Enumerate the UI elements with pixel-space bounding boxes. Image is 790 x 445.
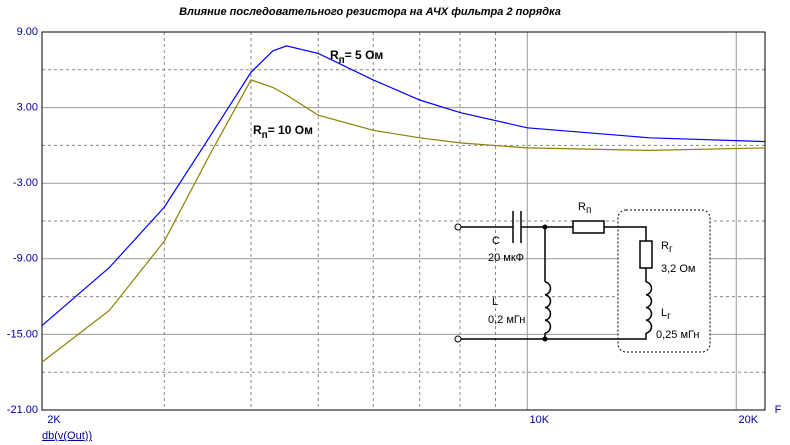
series-line <box>41 79 766 363</box>
circuit-label: 20 мкФ <box>488 252 524 264</box>
inductor <box>645 281 653 334</box>
annotation-text: = 5 Ом <box>345 48 384 62</box>
label-main: R <box>661 240 669 252</box>
x-tick-label: 20K <box>738 414 758 426</box>
y-axis-label: db(v(Out)) <box>42 430 92 442</box>
x-tick-label: 2K <box>47 414 61 426</box>
y-tick-label: -15.00 <box>7 328 38 340</box>
circuit: C 20 мкФ Rп Rг 3,2 Ом L 0,2 мГн Lг 0,25 … <box>454 201 711 353</box>
circuit-label: 0,25 мГн <box>656 329 699 341</box>
labels: 9.00 3.00 -3.00 -9.00 -15.00 -21.00 2K 10K 20K <box>7 26 759 426</box>
annotation-sub: п <box>262 130 268 141</box>
resistor <box>572 220 605 234</box>
series-line <box>41 45 766 327</box>
annotation: Rп= 5 Ом <box>330 48 383 65</box>
junction <box>542 224 548 230</box>
annotation: Rп= 10 Ом <box>253 123 313 140</box>
annotation-main: R <box>253 123 262 137</box>
label-main: R <box>578 201 586 213</box>
terminal <box>454 223 462 231</box>
circuit-label: L <box>492 296 498 308</box>
circuit-label: 0,2 мГн <box>488 314 525 326</box>
x-axis-label: F <box>775 404 782 416</box>
circuit-label: Lг <box>661 307 671 322</box>
inductor <box>544 281 552 334</box>
label-sub: п <box>586 205 591 216</box>
terminal <box>454 335 462 343</box>
chart-title: Влияние последовательного резистора на А… <box>179 6 561 18</box>
capacitor <box>512 211 522 243</box>
plot-frame <box>41 31 766 411</box>
label-sub: г <box>667 311 671 322</box>
y-tick-label: 3.00 <box>17 102 38 114</box>
circuit-label: 3,2 Ом <box>661 263 695 275</box>
junction <box>542 336 548 342</box>
annotation-text: = 10 Ом <box>268 123 313 137</box>
y-tick-label: 9.00 <box>17 26 38 38</box>
resistor <box>639 240 653 269</box>
x-tick-label: 10K <box>529 414 549 426</box>
label-sub: г <box>669 244 673 255</box>
y-tick-label: -3.00 <box>13 177 38 189</box>
annotation-main: R <box>330 48 339 62</box>
circuit-label: Rп <box>578 201 591 216</box>
y-tick-label: -9.00 <box>13 253 38 265</box>
annotation-sub: п <box>339 55 345 66</box>
circuit-label: C <box>492 235 500 247</box>
y-tick-label: -21.00 <box>7 404 38 416</box>
circuit-label: Rг <box>661 240 673 255</box>
label-main: L <box>661 307 667 319</box>
curves <box>41 45 766 363</box>
